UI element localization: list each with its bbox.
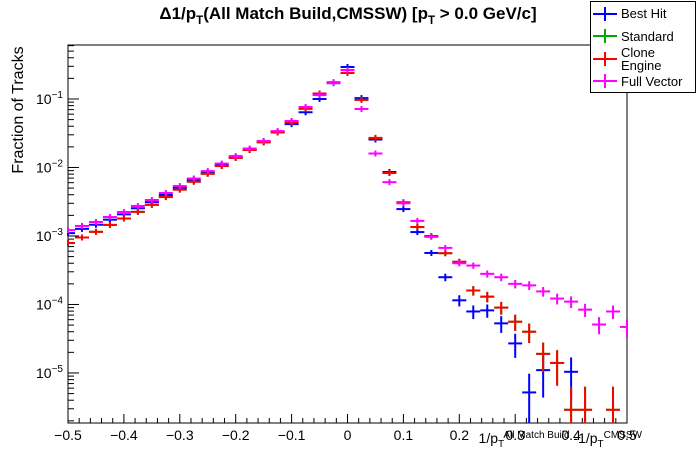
legend-label: Standard: [621, 28, 674, 44]
y-tick-label: 10−2: [36, 158, 63, 175]
y-tick-label: 10−5: [36, 364, 63, 381]
legend-marker-cross-icon: [591, 50, 621, 68]
x-tick-label: −0.2: [222, 427, 250, 443]
x-tick-label: 0: [344, 427, 352, 443]
title-segment-text: Δ1/p: [159, 4, 197, 23]
legend-marker-cross-icon: [591, 72, 621, 90]
legend-box: Best Hit Standard Clone Engine Full Vector: [590, 1, 696, 93]
x-tick-label: 0.5: [617, 427, 637, 443]
series-full-vector: [67, 66, 628, 338]
x-title-segment-sub: T: [498, 439, 504, 451]
legend-marker-cross-icon: [591, 27, 621, 45]
x-tick-label: 0.3: [505, 427, 525, 443]
x-axis-title: 1/pTAll Match Build -1/pTCMSSW: [478, 430, 642, 450]
x-tick-label: −0.3: [166, 427, 194, 443]
plot-title: Δ1/pT(All Match Build,CMSSW) [pT > 0.0 G…: [0, 4, 696, 27]
series-best-hit: [67, 64, 579, 423]
x-tick-label: 0.1: [394, 427, 414, 443]
x-tick-label: 0.4: [561, 427, 581, 443]
legend-item-standard: Standard: [591, 25, 695, 47]
x-axis: −0.5 −0.4 −0.3 −0.2 −0.1 0 0.1 0.2 0.3 0.4 0.5: [54, 414, 637, 443]
legend-item-full-vector: Full Vector: [591, 70, 695, 92]
legend-marker-cross-icon: [591, 5, 621, 23]
x-tick-label: −0.1: [278, 427, 306, 443]
x-tick-label: −0.4: [110, 427, 138, 443]
y-tick-label: 10−1: [36, 90, 63, 107]
legend-label: Full Vector: [621, 73, 683, 89]
legend-item-best-hit: Best Hit: [591, 3, 695, 25]
legend-label: Clone Engine: [621, 44, 662, 73]
x-title-segment-sub: T: [597, 439, 604, 451]
x-tick-label: 0.2: [450, 427, 470, 443]
title-segment-sub: T: [196, 14, 204, 27]
x-title-segment-sup: CMSSW: [603, 430, 642, 441]
title-segment-text: > 0.0 GeV/c]: [435, 4, 537, 23]
legend-item-clone-engine: Clone Engine: [591, 44, 695, 73]
x-tick-label: −0.5: [54, 427, 82, 443]
title-segment-text: (All Match Build,CMSSW) [p: [203, 4, 428, 23]
y-tick-label: 10−3: [36, 227, 63, 244]
y-axis-title: Fraction of Tracks: [10, 46, 27, 174]
title-segment-sub: T: [427, 14, 436, 27]
x-title-segment-sup: All Match Build: [503, 430, 570, 441]
x-title-segment-text: -1/p: [569, 430, 598, 446]
x-title-segment-text: 1/p: [478, 430, 499, 446]
y-tick-label: 10−4: [36, 295, 63, 312]
legend-label: Best Hit: [621, 6, 667, 21]
y-axis: 10−1 10−2 10−3 10−4 10−5: [36, 45, 79, 422]
